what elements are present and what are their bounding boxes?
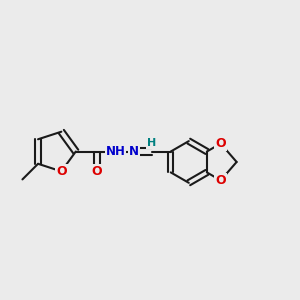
Text: H: H xyxy=(147,138,157,148)
Text: NH: NH xyxy=(106,145,125,158)
Text: O: O xyxy=(56,165,67,178)
Text: O: O xyxy=(92,165,102,178)
Text: N: N xyxy=(129,145,139,158)
Text: O: O xyxy=(215,137,226,150)
Text: O: O xyxy=(215,174,226,187)
